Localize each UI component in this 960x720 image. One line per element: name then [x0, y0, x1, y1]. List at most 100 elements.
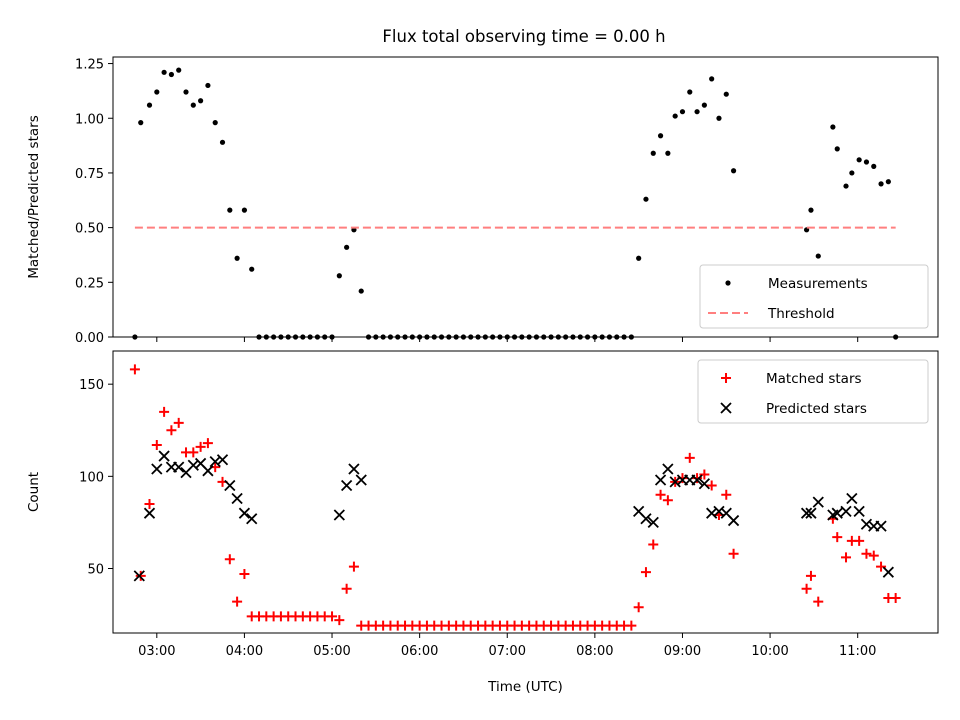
x-tick-label: 03:00 [138, 644, 175, 659]
measurement-point [716, 115, 722, 121]
x-tick-label: 04:00 [226, 644, 263, 659]
legend: Matched stars Predicted stars [697, 359, 929, 424]
predicted-stars-point [143, 507, 156, 519]
measurement-point [570, 334, 576, 340]
measurement-point [271, 334, 277, 340]
legend-marker-dot [725, 280, 731, 286]
measurement-point [373, 334, 379, 340]
measurement-point [329, 334, 335, 340]
measurement-point [555, 334, 561, 340]
matched-stars-point [144, 498, 155, 509]
measurement-point [863, 159, 870, 165]
predicted-stars-point [224, 479, 236, 492]
legend-label: Predicted stars [766, 401, 867, 417]
measurement-point [856, 157, 862, 163]
predicted-stars-point [727, 514, 740, 527]
measurement-point [665, 150, 671, 156]
predicted-stars-point [333, 509, 345, 521]
measurement-point [263, 334, 269, 340]
measurement-point [417, 334, 423, 340]
matched-stars-point [861, 548, 872, 559]
measurement-point [336, 273, 342, 279]
x-tick-label: 08:00 [576, 644, 613, 659]
series-matched-stars [129, 364, 901, 631]
chart-title: Flux total observing time = 0.00 h [382, 27, 665, 46]
measurement-point [307, 334, 313, 340]
matched-stars-point [232, 596, 243, 607]
measurement-point [672, 113, 678, 119]
measurement-point [541, 334, 547, 340]
measurement-point [460, 334, 467, 340]
measurement-point [592, 334, 598, 340]
y-tick-label: 50 [87, 562, 104, 577]
measurement-point [885, 179, 891, 185]
predicted-stars-point [355, 474, 367, 486]
measurement-point [395, 334, 401, 340]
matched-stars-point [801, 583, 812, 594]
y-tick-label: 0.75 [75, 167, 104, 182]
measurement-point [285, 334, 291, 340]
predicted-stars-point [348, 463, 360, 475]
predicted-stars-point [882, 566, 894, 578]
matched-stars-point [202, 438, 213, 449]
matched-stars-point [890, 592, 901, 603]
predicted-stars-point [133, 570, 145, 582]
predicted-stars-point [800, 507, 813, 519]
predicted-stars-point [698, 478, 711, 490]
measurement-point [234, 255, 240, 261]
legend-label: Threshold [767, 306, 835, 322]
measurement-point [256, 334, 262, 340]
measurement-point [657, 133, 664, 139]
measurement-point [402, 334, 408, 340]
matched-stars-point [166, 425, 177, 436]
measurement-point [584, 334, 591, 340]
measurement-point [322, 334, 328, 340]
measurement-point [292, 334, 299, 340]
y-axis-label: Count [26, 472, 42, 512]
x-axis-label: Time (UTC) [487, 679, 563, 695]
measurement-point [893, 334, 899, 340]
matched-stars-point [805, 570, 816, 581]
measurement-point [526, 334, 532, 340]
predicted-stars-point [875, 520, 887, 532]
measurement-point [424, 334, 430, 340]
measurement-point [409, 334, 415, 340]
matched-stars-point [841, 552, 852, 563]
matched-stars-point [721, 489, 732, 500]
x-tick-label: 09:00 [664, 644, 701, 659]
measurement-point [146, 102, 153, 108]
matched-stars-point [173, 417, 184, 428]
predicted-stars-point [691, 474, 703, 486]
matched-stars-point [159, 406, 170, 417]
predicted-stars-point [173, 461, 185, 473]
matched-stars-point [692, 473, 703, 484]
series-measurements [132, 67, 899, 340]
measurement-point [830, 124, 836, 130]
y-tick-label: 1.25 [75, 58, 104, 73]
matched-stars-point [813, 596, 824, 607]
legend-label: Measurements [768, 276, 868, 292]
matched-stars-point [699, 469, 710, 480]
measurement-point [138, 120, 144, 126]
x-tick-label: 06:00 [401, 644, 438, 659]
y-tick-label: 0.25 [75, 276, 104, 291]
measurement-point [132, 334, 138, 340]
measurement-point [687, 89, 693, 95]
matched-stars-point [706, 480, 717, 491]
measurement-point [168, 71, 175, 78]
measurement-point [249, 266, 255, 272]
predicted-stars-point [202, 465, 214, 477]
matched-stars-point [626, 620, 637, 631]
predicted-stars-point [647, 516, 659, 529]
measurement-point [808, 207, 814, 213]
measurement-point [871, 163, 877, 169]
matched-stars-point [876, 561, 887, 572]
legend: Measurements Threshold [699, 264, 929, 329]
x-tick-label: 11:00 [839, 644, 876, 659]
y-tick-label: 150 [79, 378, 104, 393]
matched-stars-point [633, 602, 644, 613]
legend-box [697, 359, 929, 424]
measurement-point [176, 67, 182, 73]
measurement-point [643, 196, 649, 202]
measurement-point [482, 334, 488, 340]
